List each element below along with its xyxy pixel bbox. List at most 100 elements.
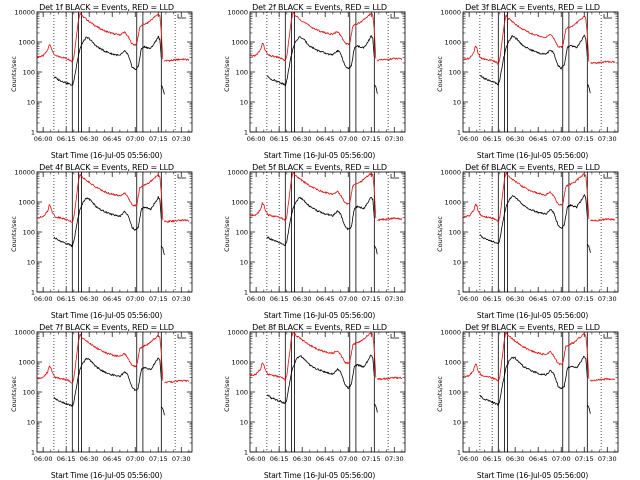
y-axis-label: Counts/sec (436, 216, 444, 252)
panel-title: Det 9f BLACK = Events, RED = LLD (465, 323, 600, 332)
x-tick-label: 07:15 (149, 455, 168, 463)
events-trace (161, 406, 165, 416)
x-tick-label: 06:15 (270, 295, 289, 303)
x-tick-label: 06:00 (34, 135, 53, 143)
y-axis-label: Counts/sec (223, 376, 231, 412)
y-axis-label: Counts/sec (436, 376, 444, 412)
x-axis-label: Start Time (16-Jul-05 05:56:00) (50, 151, 163, 160)
events-trace (161, 85, 165, 95)
y-tick-label: 1 (457, 449, 461, 457)
lld-trace (164, 219, 190, 223)
y-tick-label: 100 (449, 229, 461, 237)
x-tick-label: 06:00 (34, 455, 53, 463)
legend-bracket (603, 14, 612, 19)
x-tick-label: 06:45 (316, 135, 335, 143)
events-trace (587, 84, 591, 94)
lld-trace (590, 218, 615, 222)
x-tick-label: 06:00 (247, 455, 266, 463)
x-tick-label: 06:15 (483, 455, 502, 463)
x-axis-label: Start Time (16-Jul-05 05:56:00) (263, 151, 376, 160)
y-tick-label: 10 (453, 99, 461, 107)
legend-bracket (603, 334, 612, 339)
panel-plot: 1 10 100 1000 10000 06:00 06:15 06:30 06:45 07:00… (440, 9, 619, 143)
y-tick-label: 10 (27, 99, 35, 107)
plot-frame (36, 11, 193, 133)
plot-frame (249, 331, 406, 453)
x-tick-label: 07:00 (126, 455, 145, 463)
y-tick-label: 1 (31, 129, 35, 137)
events-trace (373, 84, 378, 94)
x-tick-label: 06:15 (270, 135, 289, 143)
events-trace (479, 194, 588, 245)
x-tick-label: 07:00 (552, 455, 571, 463)
y-tick-label: 10000 (14, 9, 35, 17)
x-tick-label: 06:15 (270, 455, 289, 463)
y-tick-label: 1000 (231, 39, 248, 47)
x-tick-label: 06:00 (460, 135, 479, 143)
plot-frame (462, 171, 619, 293)
y-tick-label: 100 (23, 389, 35, 397)
x-tick-label: 07:30 (172, 295, 191, 303)
x-tick-label: 07:15 (575, 295, 594, 303)
lld-trace (164, 379, 189, 384)
y-axis-label: Counts/sec (10, 376, 18, 412)
events-trace (479, 355, 588, 406)
panel-plot: 1 10 100 1000 10000 06:00 06:15 06:30 06:45 07:00… (14, 169, 193, 303)
lld-trace (36, 333, 164, 384)
y-tick-label: 100 (449, 389, 461, 397)
y-tick-label: 10 (453, 259, 461, 267)
legend-bracket (177, 334, 186, 339)
x-tick-label: 06:45 (529, 455, 548, 463)
panel-title: Det 7f BLACK = Events, RED = LLD (39, 323, 174, 332)
lld-trace (36, 12, 164, 63)
x-tick-label: 06:15 (57, 295, 76, 303)
x-tick-label: 06:45 (316, 295, 335, 303)
y-tick-label: 10000 (14, 329, 35, 337)
y-tick-label: 1000 (231, 359, 248, 367)
x-tick-label: 06:30 (293, 135, 312, 143)
panel-title: Det 8f BLACK = Events, RED = LLD (252, 323, 387, 332)
y-tick-label: 1000 (231, 199, 248, 207)
y-tick-label: 1 (457, 129, 461, 137)
y-tick-label: 1000 (18, 39, 35, 47)
legend-bracket (390, 334, 399, 339)
y-tick-label: 100 (236, 229, 248, 237)
detector-panel-6: Det 6f BLACK = Events, RED = LLD 1 10 100 10… (426, 160, 639, 320)
y-tick-label: 1 (457, 289, 461, 297)
detector-panel-7: Det 7f BLACK = Events, RED = LLD 1 10 100 10… (0, 320, 213, 480)
x-tick-label: 06:45 (103, 135, 122, 143)
x-tick-label: 06:15 (57, 455, 76, 463)
x-tick-label: 07:15 (149, 135, 168, 143)
x-axis-label: Start Time (16-Jul-05 05:56:00) (50, 311, 163, 320)
legend-bracket (177, 14, 186, 19)
y-tick-label: 10 (240, 419, 248, 427)
lld-trace (462, 331, 590, 383)
panel-plot: 1 10 100 1000 10000 06:00 06:15 06:30 06:45 07:00… (227, 329, 406, 463)
y-tick-label: 1000 (444, 199, 461, 207)
y-tick-label: 1000 (444, 359, 461, 367)
detector-panel-8: Det 8f BLACK = Events, RED = LLD 1 10 100 10… (213, 320, 426, 480)
y-tick-label: 1 (244, 289, 248, 297)
panel-plot: 1 10 100 1000 10000 06:00 06:15 06:30 06:45 07:00… (440, 169, 619, 303)
events-trace (479, 34, 588, 86)
x-tick-label: 07:15 (575, 135, 594, 143)
x-tick-label: 07:00 (126, 295, 145, 303)
y-tick-label: 10000 (440, 169, 461, 177)
x-tick-label: 07:30 (598, 455, 617, 463)
y-tick-label: 1 (244, 449, 248, 457)
y-tick-label: 1000 (18, 199, 35, 207)
y-tick-label: 10000 (227, 9, 248, 17)
events-trace (266, 354, 375, 404)
y-tick-label: 100 (236, 69, 248, 77)
panel-title: Det 2f BLACK = Events, RED = LLD (252, 3, 387, 12)
panel-title: Det 1f BLACK = Events, RED = LLD (39, 3, 174, 12)
x-tick-label: 07:00 (339, 135, 358, 143)
y-tick-label: 10000 (440, 9, 461, 17)
plot-frame (36, 171, 193, 293)
x-tick-label: 06:45 (103, 295, 122, 303)
y-tick-label: 100 (236, 389, 248, 397)
lld-trace (377, 57, 403, 62)
y-tick-label: 10 (453, 419, 461, 427)
x-tick-label: 06:00 (247, 295, 266, 303)
panel-plot: 1 10 100 1000 10000 06:00 06:15 06:30 06:45 07:00… (14, 329, 193, 463)
